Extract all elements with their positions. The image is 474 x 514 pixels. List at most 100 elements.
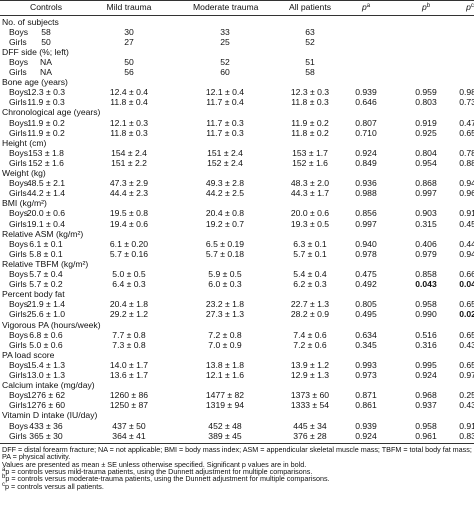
cell: 152 ± 2.4 xyxy=(207,157,243,168)
data-row: Boys NA 50 52 51 xyxy=(0,57,474,67)
cell: 0.807 xyxy=(355,117,377,128)
cell: 11.9 ± 0.3 xyxy=(27,97,65,108)
footnote-sup: c xyxy=(2,481,5,488)
footnote-text: p = controls versus moderate-trauma pati… xyxy=(5,474,330,484)
cell: 0.945 xyxy=(459,178,474,189)
data-row: Girls 11.9 ± 0.2 11.8 ± 0.3 11.7 ± 0.3 11.8 … xyxy=(0,128,474,138)
footnote-sup: a xyxy=(2,466,6,473)
header-text: Moderate trauma xyxy=(193,2,259,12)
cell: 0.516 xyxy=(415,329,437,340)
cell: 152 ± 1.6 xyxy=(292,157,328,168)
data-row: Boys 12.3 ± 0.3 12.4 ± 0.4 12.1 ± 0.4 12.3 ±… xyxy=(0,87,474,97)
data-row: Girls 5.0 ± 0.6 7.3 ± 0.8 7.0 ± 0.9 7.2 ± 0.… xyxy=(0,340,474,350)
footnote: Values are presented as mean ± SE unless… xyxy=(2,459,472,469)
cell: 13.0 ± 1.3 xyxy=(26,370,66,380)
cell: 5.9 ± 0.5 xyxy=(208,269,242,279)
cell: 12.3 ± 0.3 xyxy=(290,87,330,98)
row-label: Girls xyxy=(9,430,27,441)
cell: 13.8 ± 1.8 xyxy=(205,359,245,370)
footnote-text: p = controls versus mild-trauma patients… xyxy=(5,466,313,476)
data-row: Girls 44.2 ± 1.4 44.4 ± 2.3 44.2 ± 2.5 44.3 … xyxy=(0,188,474,198)
cell: 0.924 xyxy=(355,430,377,441)
cell: 0.990 xyxy=(415,309,437,320)
cell: 58 xyxy=(41,26,51,37)
data-row: Girls 50 27 25 52 xyxy=(0,37,474,47)
cell: 5.7 ± 0.18 xyxy=(205,248,245,259)
cell: 433 ± 36 xyxy=(29,420,63,431)
section-row: BMI (kg/m²) xyxy=(0,198,474,208)
cell: 7.2 ± 0.8 xyxy=(208,329,242,340)
data-row: Boys 48.5 ± 2.1 47.3 ± 2.9 49.3 ± 2.8 48.3 ±… xyxy=(0,178,474,188)
data-row: Girls 5.7 ± 0.2 6.4 ± 0.3 6.0 ± 0.3 6.2 ± 0.… xyxy=(0,279,474,289)
row-label: Girls xyxy=(9,157,27,168)
header-text: Controls xyxy=(30,2,62,12)
header-cell: pc xyxy=(438,2,474,12)
data-row: Boys 1276 ± 62 1260 ± 86 1477 ± 82 1373 ± 60… xyxy=(0,390,474,400)
cell: 0.868 xyxy=(415,178,437,189)
header-rule xyxy=(0,15,474,16)
cell: 1477 ± 82 xyxy=(205,390,245,401)
cell: 51 xyxy=(305,56,315,67)
header-text: p xyxy=(466,2,471,12)
cell: 0.924 xyxy=(355,147,377,158)
cell: 452 ± 48 xyxy=(208,420,242,431)
cell: 0.995 xyxy=(415,359,437,370)
data-row: Boys 6.1 ± 0.1 6.1 ± 0.20 6.5 ± 0.19 6.3 ± 0… xyxy=(0,239,474,249)
footnote: bp = controls versus moderate-trauma pat… xyxy=(2,474,472,484)
cell: 0.738 xyxy=(459,97,474,108)
cell: 50 xyxy=(41,36,51,47)
row-label: Boys xyxy=(9,178,29,189)
cell: 1276 ± 62 xyxy=(26,390,66,401)
cell: 0.849 xyxy=(355,157,377,168)
cell: 0.871 xyxy=(355,390,377,401)
cell: 0.913 xyxy=(459,420,474,431)
cell: 11.8 ± 0.3 xyxy=(110,127,148,138)
cell: 0.659 xyxy=(459,299,474,310)
cell: 0.653 xyxy=(459,329,474,340)
cell: 0.045 xyxy=(459,279,474,290)
row-label: Girls xyxy=(9,218,27,229)
cell: 12.1 ± 0.3 xyxy=(109,117,149,128)
cell: 52 xyxy=(305,36,315,47)
cell: 1319 ± 94 xyxy=(205,400,245,411)
header-row: Controls Mild trauma Moderate trauma All pa… xyxy=(0,2,474,12)
cell: 7.7 ± 0.8 xyxy=(112,329,146,340)
section-row: Relative ASM (kg/m²) xyxy=(0,229,474,239)
header-cell: pa xyxy=(334,2,398,12)
cell: 0.903 xyxy=(415,208,437,219)
header-text: p xyxy=(421,2,427,12)
cell: 5.0 ± 0.6 xyxy=(29,339,63,350)
cell: 0.880 xyxy=(459,157,474,168)
section-row: Chronological age (years) xyxy=(0,107,474,117)
top-rule xyxy=(0,0,474,1)
cell: 1250 ± 87 xyxy=(109,400,149,411)
header-cell: Moderate trauma xyxy=(193,2,259,12)
cell: 60 xyxy=(220,67,230,77)
section-row: PA load score xyxy=(0,350,474,360)
cell: 25.6 ± 1.0 xyxy=(26,309,66,320)
footnote-text: Values are presented as mean ± SE unless… xyxy=(2,459,307,469)
cell: 0.936 xyxy=(355,178,377,189)
section-row: Bone age (years) xyxy=(0,77,474,87)
row-label: Girls xyxy=(9,339,27,350)
row-label: Boys xyxy=(9,269,29,279)
cell: 0.315 xyxy=(415,218,437,229)
cell: 0.781 xyxy=(459,147,474,158)
cell: 12.1 ± 1.6 xyxy=(205,370,245,380)
cell: 0.997 xyxy=(355,218,377,229)
cell: 6.3 ± 0.1 xyxy=(293,238,327,249)
data-row: Girls 5.8 ± 0.1 5.7 ± 0.16 5.7 ± 0.18 5.7 ± … xyxy=(0,249,474,259)
cell: 1333 ± 54 xyxy=(290,400,330,411)
header-cell: pb xyxy=(394,2,458,12)
cell: 20.4 ± 1.8 xyxy=(109,299,149,310)
data-row: Girls 11.9 ± 0.3 11.8 ± 0.4 11.7 ± 0.4 11.8 … xyxy=(0,97,474,107)
row-label: Girls xyxy=(9,67,27,77)
cell: 0.968 xyxy=(415,390,437,401)
section-row: Height (cm) xyxy=(0,138,474,148)
header-text: p xyxy=(361,2,367,12)
section-title: Vitamin D intake (IU/day) xyxy=(2,410,98,421)
cell: 44.3 ± 1.7 xyxy=(290,188,330,199)
cell: 389 ± 45 xyxy=(208,430,242,441)
row-label: Girls xyxy=(9,188,27,199)
row-label: Girls xyxy=(9,127,27,138)
